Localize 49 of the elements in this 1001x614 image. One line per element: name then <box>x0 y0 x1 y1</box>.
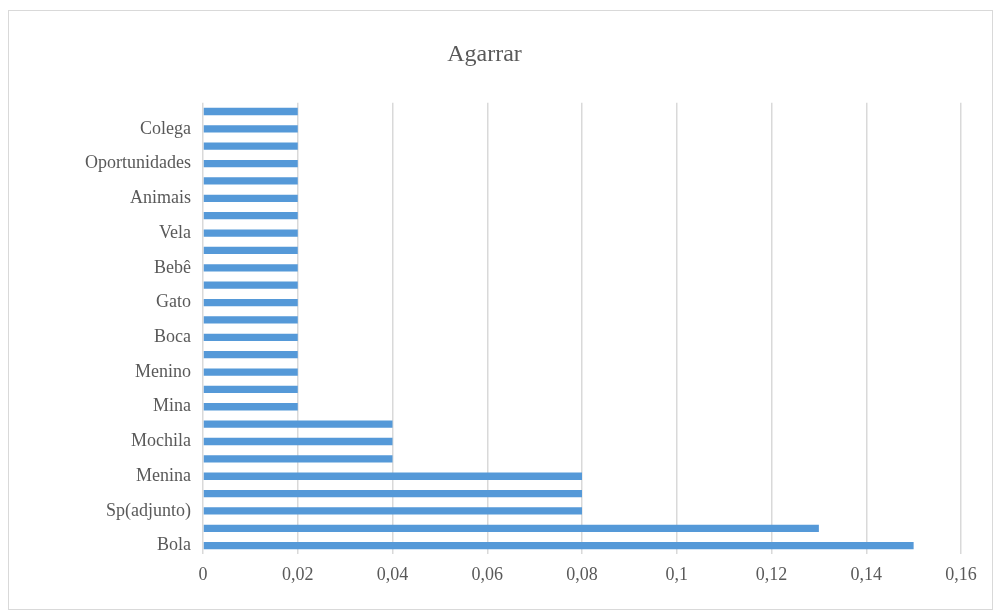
bar <box>203 385 298 394</box>
bar <box>203 177 298 185</box>
bar <box>203 298 298 307</box>
chart-title: Agarrar <box>447 39 522 66</box>
y-tick-label: Menina <box>136 464 192 485</box>
bar <box>203 246 298 255</box>
bar <box>203 107 298 116</box>
bar <box>203 281 298 289</box>
bar <box>203 194 298 202</box>
bar <box>203 542 914 550</box>
bar <box>203 489 582 498</box>
bar <box>203 351 298 359</box>
bar <box>203 125 298 133</box>
x-tick-label: 0,16 <box>945 563 977 584</box>
bar <box>203 142 298 150</box>
y-tick-label: Boca <box>154 326 192 347</box>
bar <box>203 472 582 480</box>
y-tick-label: Gato <box>156 291 191 312</box>
y-tick-label: Animais <box>130 187 191 208</box>
y-tick-label: Vela <box>159 221 192 242</box>
bar <box>203 229 298 237</box>
x-tick-label: 0,14 <box>850 563 882 584</box>
bar <box>203 264 298 272</box>
x-tick-label: 0,04 <box>376 563 409 584</box>
bar <box>203 524 819 532</box>
x-tick-label: 0,12 <box>755 563 788 584</box>
bar <box>203 507 582 515</box>
x-tick-label: 0,08 <box>566 563 598 584</box>
y-tick-label: Colega <box>140 117 191 138</box>
x-tick-label: 0 <box>198 563 208 584</box>
bar <box>203 420 393 428</box>
y-tick-label: Sp(adjunto) <box>106 499 191 521</box>
bar <box>203 455 393 463</box>
bar <box>203 212 298 220</box>
bar <box>203 403 298 411</box>
y-tick-label: Mina <box>153 395 192 416</box>
y-tick-label: Mochila <box>131 430 191 451</box>
x-tick-label: 0,06 <box>471 563 503 584</box>
x-tick-label: 0,02 <box>282 563 314 584</box>
bar <box>203 316 298 324</box>
bar <box>203 333 298 341</box>
bar <box>203 437 393 446</box>
y-tick-label: Bebê <box>154 256 192 277</box>
y-tick-label: Menino <box>135 360 191 381</box>
y-tick-label: Bola <box>157 534 192 555</box>
bar <box>203 159 298 168</box>
y-tick-label: Oportunidades <box>85 152 191 173</box>
x-tick-label: 0,1 <box>665 563 688 584</box>
bar <box>203 368 298 376</box>
